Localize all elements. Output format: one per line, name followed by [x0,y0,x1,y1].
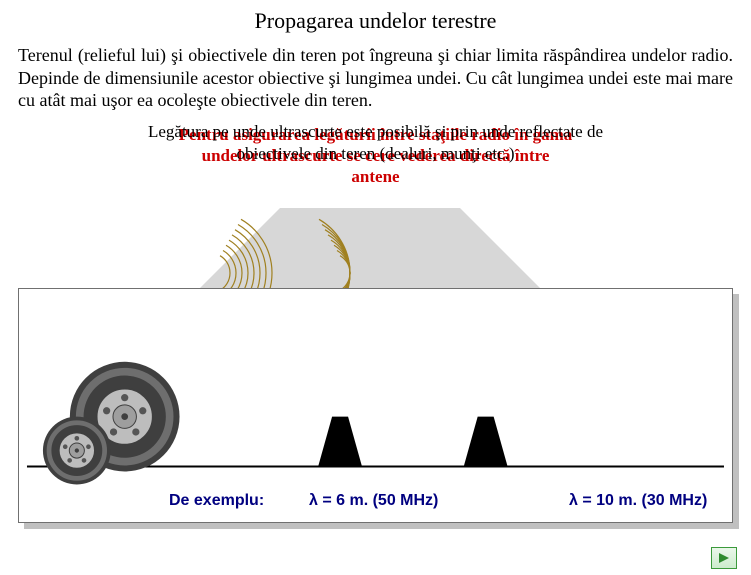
radio-wave-arcs [150,213,410,293]
play-right-icon [717,552,731,564]
caption-lambda-2: λ = 10 m. (30 MHz) [569,492,707,510]
black-line-2: obiectivele din teren (dealuri, munţi et… [236,144,514,163]
overlapping-text-block: Pentru asigurarea legăturii între staţii… [26,120,726,190]
page-title: Propagarea undelor terestre [0,8,751,34]
caption-label: De exemplu: [169,492,309,510]
figure-svg [19,289,732,523]
red-line-3: antene [351,167,399,186]
figure-panel: De exemplu: λ = 6 m. (50 MHz) λ = 10 m. … [18,288,733,523]
caption-lambda-1: λ = 6 m. (50 MHz) [309,492,509,510]
obstacles [318,417,507,467]
black-line-1: Legătura pe unde ultrascurte este posibi… [148,122,603,141]
next-button[interactable] [711,547,737,569]
wheel-small [43,417,111,485]
intro-paragraph: Terenul (relieful lui) şi obiectivele di… [0,44,751,112]
figure-frame: De exemplu: λ = 6 m. (50 MHz) λ = 10 m. … [18,288,733,523]
black-note: Legătura pe unde ultrascurte este posibi… [46,121,706,165]
caption-row: De exemplu: λ = 6 m. (50 MHz) λ = 10 m. … [19,492,732,510]
